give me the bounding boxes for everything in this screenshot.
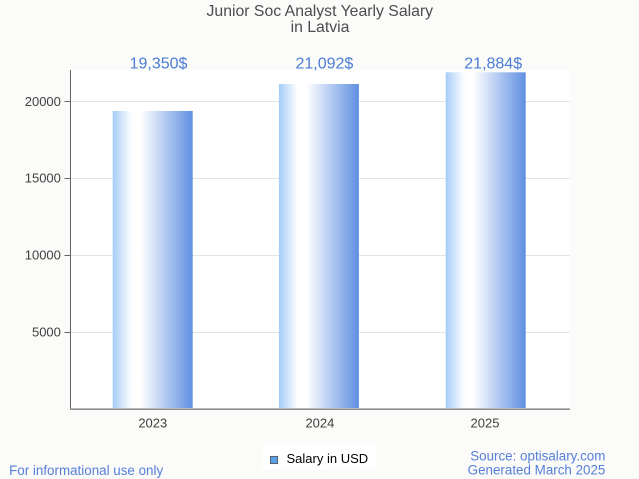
svg-text:21,092$: 21,092$ (295, 56, 353, 73)
svg-text:in Latvia: in Latvia (291, 19, 350, 36)
svg-text:20000: 20000 (25, 94, 61, 109)
svg-text:21,884$: 21,884$ (464, 56, 522, 73)
svg-text:2024: 2024 (305, 415, 334, 430)
svg-text:2025: 2025 (471, 415, 500, 430)
svg-text:Junior Soc Analyst Yearly Sala: Junior Soc Analyst Yearly Salary (207, 3, 434, 20)
svg-text:For informational use only: For informational use only (9, 463, 163, 478)
svg-text:Generated March 2025: Generated March 2025 (468, 463, 606, 478)
svg-text:Salary in USD: Salary in USD (287, 451, 369, 466)
svg-text:2023: 2023 (138, 415, 167, 430)
svg-text:10000: 10000 (25, 248, 61, 263)
svg-text:19,350$: 19,350$ (130, 56, 188, 73)
svg-text:Source: optisalary.com: Source: optisalary.com (470, 449, 605, 464)
svg-text:15000: 15000 (25, 171, 61, 186)
svg-text:5000: 5000 (32, 325, 61, 340)
